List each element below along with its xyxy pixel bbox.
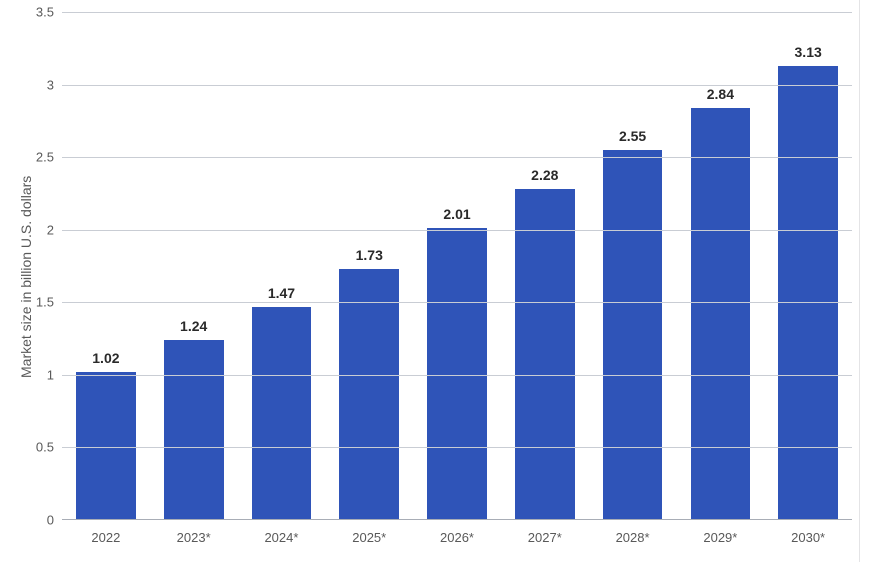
x-tick-label: 2024* — [264, 530, 298, 545]
y-tick-label: 3 — [47, 77, 62, 92]
bar — [164, 340, 224, 520]
y-tick-label: 2 — [47, 222, 62, 237]
bar-slot: 2.012026* — [413, 12, 501, 520]
y-tick-label: 0.5 — [36, 440, 62, 455]
bar-value-label: 2.55 — [619, 128, 646, 144]
bar-value-label: 1.47 — [268, 285, 295, 301]
bar-slot: 3.132030* — [764, 12, 852, 520]
bar — [778, 66, 838, 520]
y-tick-label: 2.5 — [36, 150, 62, 165]
bar-slot: 1.242023* — [150, 12, 238, 520]
x-tick-label: 2022 — [91, 530, 120, 545]
y-tick-label: 0 — [47, 513, 62, 528]
bar — [76, 372, 136, 520]
bar-slot: 2.552028* — [589, 12, 677, 520]
x-tick-label: 2029* — [703, 530, 737, 545]
gridline — [62, 375, 852, 376]
x-axis-baseline — [62, 519, 852, 520]
x-tick-label: 2026* — [440, 530, 474, 545]
bar — [603, 150, 663, 520]
gridline — [62, 85, 852, 86]
market-size-bar-chart: 1.0220221.242023*1.472024*1.732025*2.012… — [0, 0, 870, 562]
bar-slot: 1.022022 — [62, 12, 150, 520]
bar — [252, 307, 312, 520]
bar-value-label: 2.84 — [707, 86, 734, 102]
bar-value-label: 2.01 — [443, 206, 470, 222]
bar — [691, 108, 751, 520]
y-tick-label: 1 — [47, 367, 62, 382]
x-tick-label: 2025* — [352, 530, 386, 545]
gridline — [62, 12, 852, 13]
plot-area: 1.0220221.242023*1.472024*1.732025*2.012… — [62, 12, 852, 520]
bar-value-label: 2.28 — [531, 167, 558, 183]
bar-slot: 1.732025* — [325, 12, 413, 520]
x-tick-label: 2023* — [177, 530, 211, 545]
bar — [339, 269, 399, 520]
bar-slot: 2.842029* — [676, 12, 764, 520]
x-tick-label: 2027* — [528, 530, 562, 545]
gridline — [62, 447, 852, 448]
x-tick-label: 2030* — [791, 530, 825, 545]
bar-slot: 2.282027* — [501, 12, 589, 520]
gridline — [62, 302, 852, 303]
bar-value-label: 1.73 — [356, 247, 383, 263]
bar-slot: 1.472024* — [238, 12, 326, 520]
bar — [515, 189, 575, 520]
bar-value-label: 3.13 — [795, 44, 822, 60]
bars-container: 1.0220221.242023*1.472024*1.732025*2.012… — [62, 12, 852, 520]
x-tick-label: 2028* — [616, 530, 650, 545]
bar-value-label: 1.24 — [180, 318, 207, 334]
y-axis-title: Market size in billion U.S. dollars — [18, 175, 34, 377]
right-divider — [859, 0, 860, 562]
y-tick-label: 3.5 — [36, 5, 62, 20]
gridline — [62, 230, 852, 231]
y-tick-label: 1.5 — [36, 295, 62, 310]
bar-value-label: 1.02 — [92, 350, 119, 366]
gridline — [62, 157, 852, 158]
